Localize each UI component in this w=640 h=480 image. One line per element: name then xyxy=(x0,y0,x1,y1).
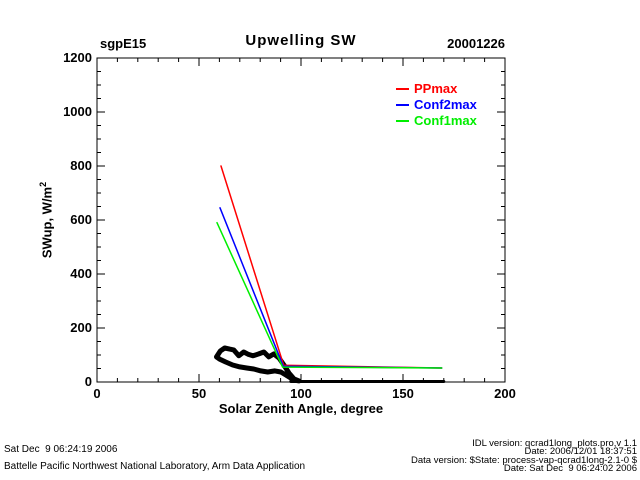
x-tick-label: 200 xyxy=(494,386,516,401)
x-tick-label: 50 xyxy=(191,386,207,401)
x-tick-label: 150 xyxy=(392,386,414,401)
legend-dash-icon xyxy=(396,120,409,122)
x-tick-label: 0 xyxy=(93,386,101,401)
footer-idl-date: Date: 2006/12/01 18:37:51 xyxy=(524,446,637,458)
legend-label: Conf2max xyxy=(414,97,477,112)
x-axis-label: Solar Zenith Angle, degree xyxy=(218,401,384,416)
site-label: sgpE15 xyxy=(100,36,147,51)
y-tick-label: 0 xyxy=(84,374,92,389)
page-title: Upwelling SW xyxy=(245,32,357,49)
footer-version-block: IDL version: qcrad1long_plots.pro,v 1.1 … xyxy=(300,438,637,475)
series-Conf1max xyxy=(216,221,443,369)
y-tick-label: 200 xyxy=(70,320,92,335)
legend-dash-icon xyxy=(396,104,409,106)
legend-label: Conf1max xyxy=(414,113,477,128)
footer-data-date: Date: Sat Dec 9 06:24:02 2006 xyxy=(503,463,637,475)
y-axis-label-exponent: 2 xyxy=(38,181,48,187)
y-tick-label: 1200 xyxy=(63,50,92,65)
date-label: 20001226 xyxy=(447,36,505,51)
series-PPmax xyxy=(220,165,443,369)
plot-frame xyxy=(96,57,506,383)
x-tick-label: 100 xyxy=(290,386,312,401)
footer-timestamp: Sat Dec 9 06:24:19 2006 xyxy=(4,444,118,455)
footer-data-version: Data version: $State: process-vap-qcrad1… xyxy=(410,454,637,466)
footer-organization: Battelle Pacific Northwest National Labo… xyxy=(4,461,306,472)
y-tick-label: 600 xyxy=(70,212,92,227)
y-tick-label: 400 xyxy=(70,266,92,281)
y-tick-label: 1000 xyxy=(63,104,92,119)
legend-label: PPmax xyxy=(414,81,458,96)
y-tick-label: 800 xyxy=(70,158,92,173)
footer-idl-version: IDL version: qcrad1long_plots.pro,v 1.1 xyxy=(472,438,637,449)
series-Conf2max xyxy=(219,207,443,369)
legend-dash-icon xyxy=(396,88,409,90)
series-observations xyxy=(214,345,302,384)
